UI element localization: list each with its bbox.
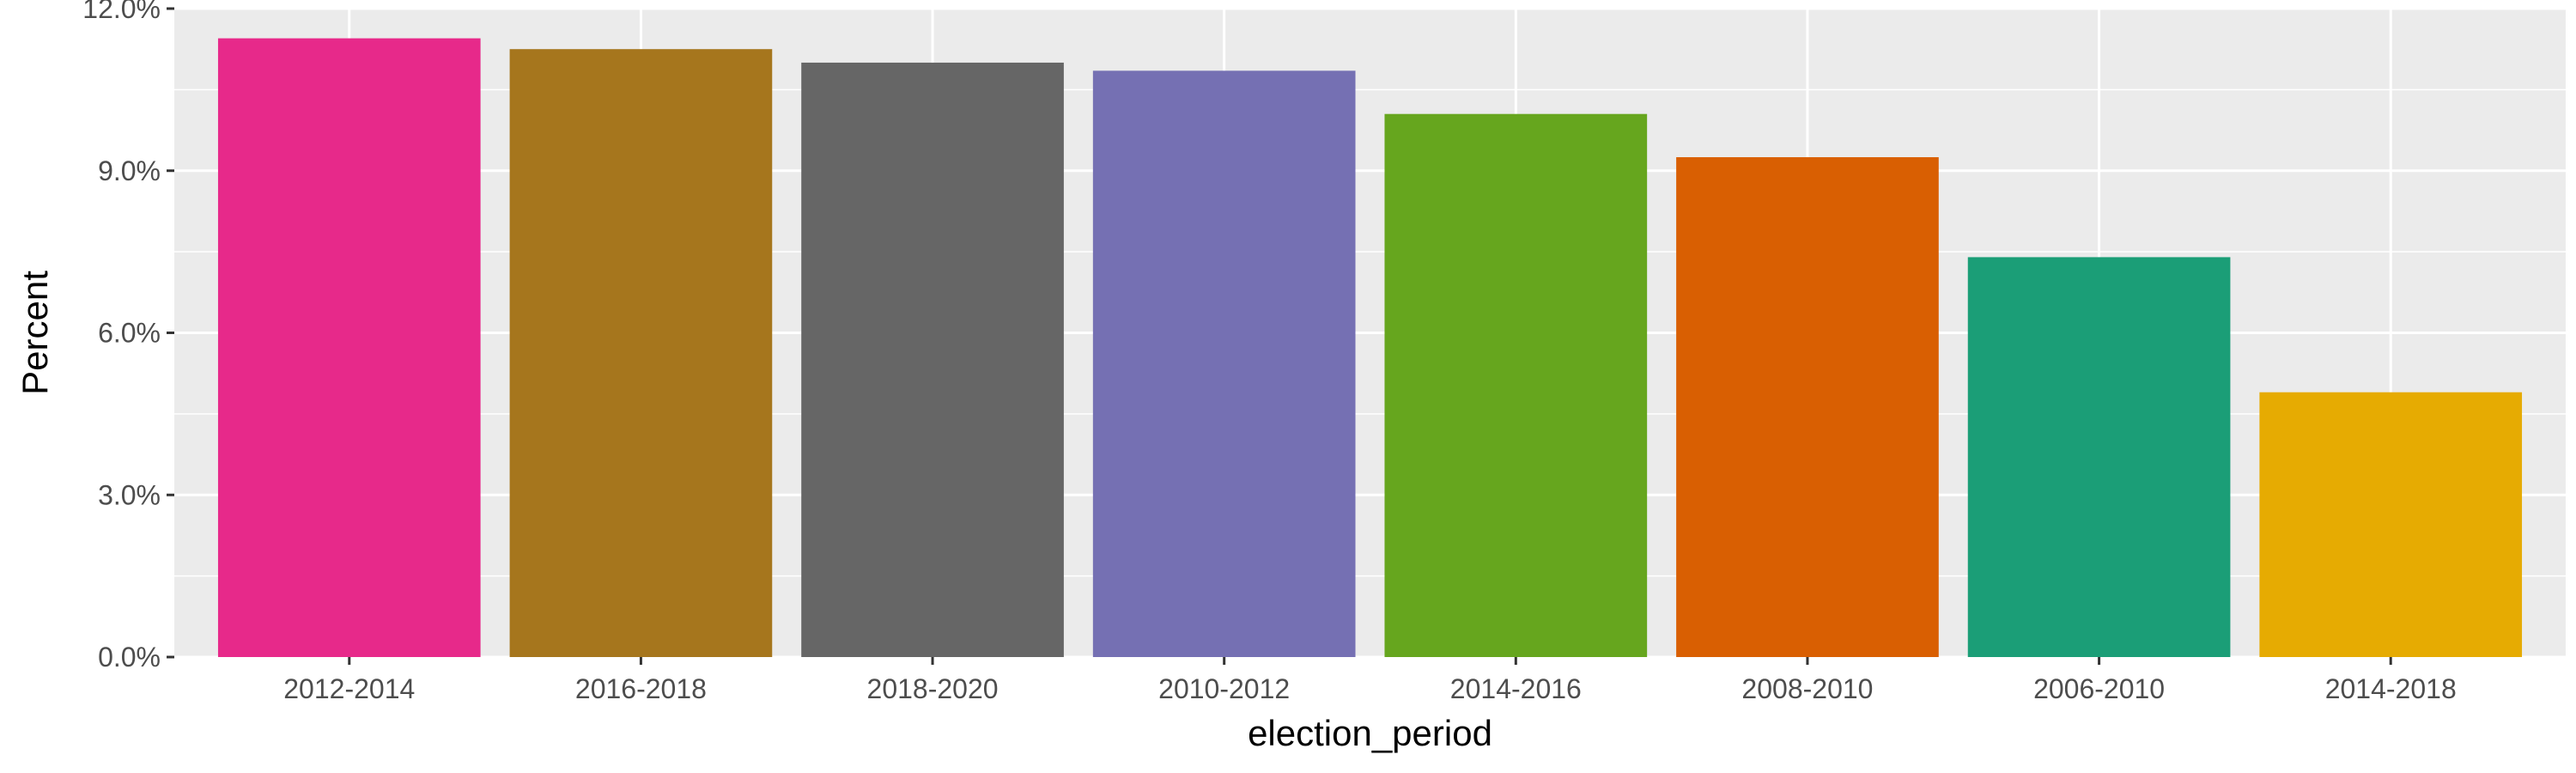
bar-2010-2012 <box>1092 70 1356 657</box>
y-axis-title: Percent <box>15 271 55 395</box>
y-tick-label: 12.0% <box>82 0 161 24</box>
x-tick-label: 2014-2016 <box>1450 673 1582 704</box>
x-axis-title: election_period <box>1248 713 1492 753</box>
y-tick-label: 0.0% <box>98 642 161 673</box>
x-tick-label: 2010-2012 <box>1158 673 1290 704</box>
bars <box>217 38 2523 658</box>
x-tick-label: 2012-2014 <box>283 673 415 704</box>
y-tick-label: 6.0% <box>98 318 161 349</box>
x-tick-label: 2014-2018 <box>2325 673 2457 704</box>
bar-2006-2010 <box>1967 257 2231 657</box>
x-tick-label: 2006-2010 <box>2033 673 2165 704</box>
x-tick-label: 2008-2010 <box>1741 673 1873 704</box>
x-tick-label: 2016-2018 <box>575 673 707 704</box>
bar-2014-2016 <box>1384 113 1648 657</box>
x-axis: 2012-2014 2016-2018 2018-2020 2010-2012 2014… <box>283 657 2457 704</box>
bar-2018-2020 <box>801 62 1064 657</box>
bar-2012-2014 <box>217 38 481 657</box>
bar-2008-2010 <box>1676 157 1939 658</box>
y-tick-label: 9.0% <box>98 155 161 186</box>
y-axis: 0.0% 3.0% 6.0% 9.0% 12.0% <box>82 0 174 673</box>
x-tick-label: 2018-2020 <box>867 673 999 704</box>
y-tick-label: 3.0% <box>98 479 161 510</box>
bar-2016-2018 <box>509 49 773 657</box>
bar-2014-2018 <box>2259 392 2523 657</box>
